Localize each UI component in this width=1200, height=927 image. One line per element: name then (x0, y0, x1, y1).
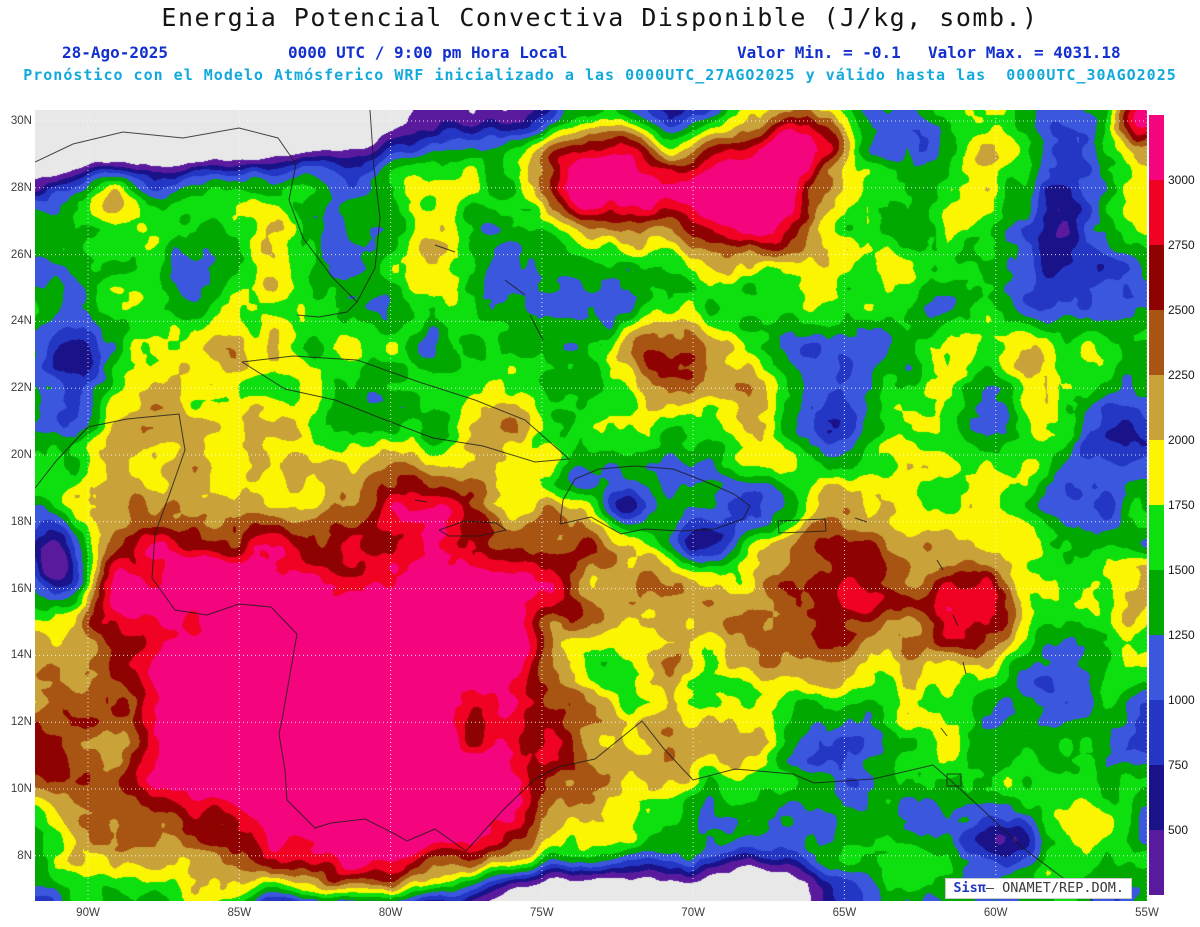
colorbar-tick-label: 1500 (1168, 563, 1195, 577)
lat-label: 20N (10, 449, 32, 461)
page-title: Energia Potencial Convectiva Disponible … (161, 3, 1039, 32)
lat-label: 22N (10, 382, 32, 395)
colorbar-tick-label: 2500 (1168, 303, 1195, 317)
lat-label: 30N (10, 115, 32, 127)
colorbar-segment (1149, 440, 1164, 505)
lat-label: 16N (10, 582, 32, 595)
colorbar-segment (1149, 830, 1164, 895)
colorbar-segment (1149, 570, 1164, 635)
lon-label: 85W (227, 907, 252, 919)
colorbar-segment (1149, 245, 1164, 310)
lon-label: 55W (1135, 907, 1159, 919)
lat-label: 8N (17, 849, 32, 862)
colorbar-segment (1149, 765, 1164, 830)
colorbar-tick-label: 2000 (1168, 433, 1195, 447)
watermark: Sisπ– ONAMET/REP.DOM. (945, 878, 1132, 899)
valid-date: 28-Ago-2025 (62, 43, 168, 62)
colorbar-tick-label: 750 (1168, 758, 1189, 772)
max-value-label: Valor Max. = 4031.18 (928, 43, 1121, 62)
valid-time: 0000 UTC / 9:00 pm Hora Local (288, 43, 568, 62)
lat-label: 28N (10, 181, 32, 194)
lat-label: 24N (10, 315, 32, 328)
colorbar-tick-label: 1000 (1168, 693, 1195, 707)
colorbar-segment (1149, 635, 1164, 700)
colorbar-segment (1149, 310, 1164, 375)
watermark-brand: Sisπ (953, 880, 986, 896)
colorbar-segment (1149, 115, 1164, 180)
lat-label: 10N (10, 783, 32, 795)
colorbar-tick-label: 3000 (1168, 173, 1195, 187)
lat-label: 18N (10, 515, 32, 528)
colorbar-tick-label: 1750 (1168, 498, 1195, 512)
lon-label: 80W (378, 907, 403, 919)
grid-coastline-overlay (35, 110, 1147, 901)
lon-label: 65W (832, 907, 857, 919)
lat-label: 12N (10, 716, 32, 729)
lon-label: 60W (983, 907, 1008, 919)
colorbar-segment (1149, 700, 1164, 765)
colorbar-tick-label: 500 (1168, 823, 1189, 837)
colorbar-segment (1149, 375, 1164, 440)
lat-label: 26N (10, 248, 32, 261)
map-area: Sisπ– ONAMET/REP.DOM. (35, 110, 1147, 901)
colorbar-tick-label: 1250 (1168, 628, 1195, 642)
colorbar-segment (1149, 505, 1164, 570)
coastlines (35, 110, 1094, 901)
graticule (35, 110, 1147, 901)
watermark-org: – ONAMET/REP.DOM. (985, 880, 1124, 896)
lon-label: 90W (76, 907, 100, 919)
lon-label: 70W (681, 907, 705, 919)
colorbar-tick-label: 2250 (1168, 368, 1195, 382)
lat-label: 14N (10, 649, 32, 662)
forecast-note: Pronóstico con el Modelo Atmósferico WRF… (23, 66, 1177, 84)
lon-label: 75W (530, 907, 554, 919)
min-value-label: Valor Min. = -0.1 (737, 43, 901, 62)
cape-field-canvas (35, 110, 1147, 901)
colorbar-tick-label: 2750 (1168, 238, 1195, 252)
colorbar-segment (1149, 180, 1164, 245)
